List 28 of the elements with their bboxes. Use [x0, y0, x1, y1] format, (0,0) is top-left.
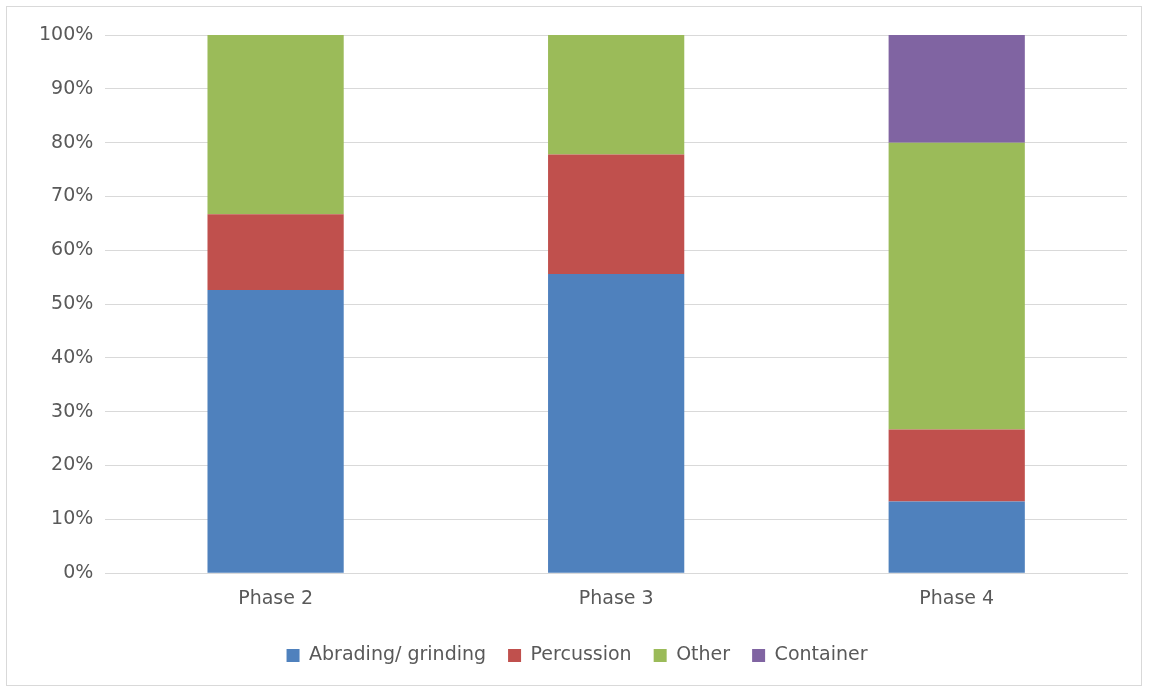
bar: [207, 35, 344, 215]
legend-label: Container: [774, 642, 868, 665]
bar: [888, 35, 1025, 143]
x-tick-label: Phase 2: [238, 585, 314, 608]
y-tick-label: 60%: [51, 237, 94, 260]
y-tick-label: 90%: [51, 75, 94, 98]
legend-label: Other: [676, 642, 731, 665]
y-tick-label: 80%: [51, 129, 94, 152]
bar: [888, 501, 1025, 573]
y-tick-label: 70%: [51, 183, 94, 206]
bar: [207, 290, 344, 573]
legend-label: Abrading/ grinding: [309, 642, 487, 665]
bar: [207, 214, 344, 291]
bar: [548, 273, 685, 573]
y-tick-label: 20%: [51, 452, 94, 475]
y-tick-label: 100%: [38, 21, 94, 44]
bar: [888, 142, 1025, 430]
x-tick-label: Phase 4: [919, 585, 995, 608]
y-tick-label: 50%: [51, 291, 94, 314]
x-tick-label: Phase 3: [578, 585, 654, 608]
bar: [888, 429, 1025, 502]
y-tick-label: 40%: [51, 344, 94, 367]
legend-label: Percussion: [530, 642, 632, 665]
bar: [548, 154, 685, 274]
y-tick-label: 30%: [51, 398, 94, 421]
y-tick-label: 0%: [63, 560, 94, 583]
y-tick-label: 10%: [51, 506, 94, 529]
bar: [548, 35, 685, 155]
